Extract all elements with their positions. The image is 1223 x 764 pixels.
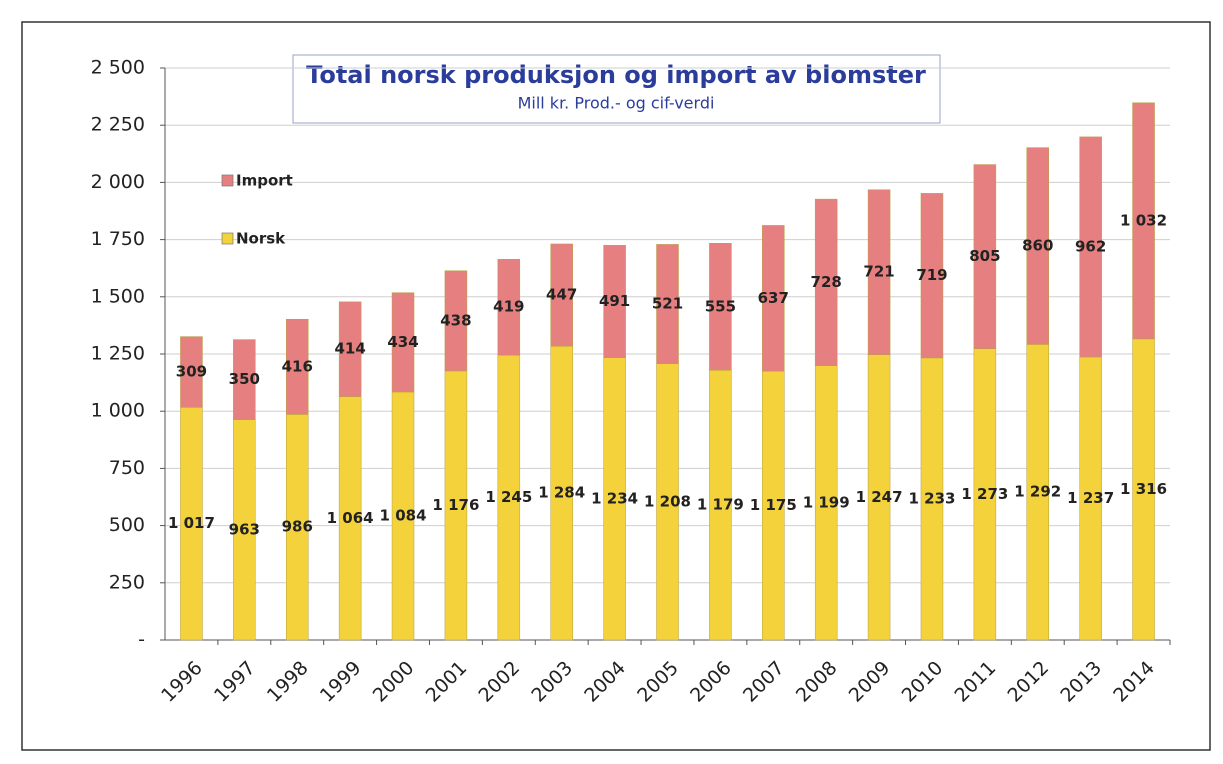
y-tick-label: 2 500 — [91, 57, 145, 79]
bar-segment — [1079, 136, 1102, 358]
legend-label: Import — [236, 172, 293, 190]
y-tick-label: 1 250 — [91, 343, 145, 365]
data-label: 637 — [758, 289, 789, 307]
bar-segment — [391, 292, 415, 393]
bar-segment — [814, 198, 838, 366]
data-label: 719 — [916, 266, 947, 284]
data-label: 1 199 — [803, 493, 850, 511]
data-label: 1 208 — [644, 492, 691, 510]
data-label: 1 292 — [1014, 483, 1061, 501]
data-label: 521 — [652, 295, 683, 313]
bar-segment — [656, 244, 679, 364]
data-label: 1 234 — [591, 489, 638, 507]
bar-segment — [603, 245, 626, 358]
data-label: 1 245 — [485, 488, 532, 506]
bar-segment — [285, 318, 309, 415]
data-label: 1 064 — [327, 509, 374, 527]
legend-swatch — [221, 174, 234, 187]
y-tick-label: 1 750 — [91, 228, 145, 250]
bar-segment — [444, 270, 468, 372]
data-label: 962 — [1075, 237, 1106, 255]
data-label: 1 179 — [697, 496, 744, 514]
y-tick-label: - — [138, 629, 145, 651]
y-tick-label: 750 — [109, 457, 145, 479]
data-label: 1 316 — [1120, 480, 1167, 498]
data-label: 1 237 — [1067, 489, 1114, 507]
chart-title: Total norsk produksjon og import av blom… — [306, 61, 926, 89]
data-label: 1 032 — [1120, 211, 1167, 229]
data-label: 309 — [176, 362, 207, 380]
data-label: 986 — [282, 518, 313, 536]
data-label: 721 — [863, 263, 894, 281]
bar-segment — [709, 243, 732, 371]
data-label: 447 — [546, 286, 577, 304]
bar-segment — [233, 339, 256, 420]
bar-segment — [550, 243, 573, 347]
y-tick-label: 1 500 — [91, 285, 145, 307]
data-label: 1 233 — [908, 489, 955, 507]
chart-subtitle: Mill kr. Prod.- og cif-verdi — [518, 94, 715, 113]
data-label: 860 — [1022, 237, 1053, 255]
data-label: 1 017 — [168, 514, 215, 532]
title-box — [292, 54, 941, 124]
bar-segment — [867, 189, 891, 355]
y-tick-label: 2 250 — [91, 114, 145, 136]
data-label: 1 175 — [750, 496, 797, 514]
bar-segment — [920, 193, 944, 359]
bar-segment — [973, 164, 997, 349]
y-tick-label: 500 — [109, 514, 145, 536]
data-label: 438 — [440, 311, 471, 329]
data-label: 416 — [282, 357, 313, 375]
data-label: 805 — [969, 247, 1000, 265]
data-label: 350 — [229, 370, 260, 388]
data-label: 728 — [811, 273, 842, 291]
legend-label: Norsk — [236, 230, 286, 248]
data-label: 1 284 — [538, 484, 585, 502]
bar-segment — [1026, 147, 1050, 345]
data-label: 1 176 — [432, 496, 479, 514]
data-label: 1 084 — [380, 506, 427, 524]
data-label: 419 — [493, 298, 524, 316]
y-tick-label: 2 000 — [91, 171, 145, 193]
y-tick-label: 1 000 — [91, 400, 145, 422]
data-label: 1 247 — [856, 488, 903, 506]
data-label: 434 — [387, 333, 418, 351]
legend-swatch — [221, 232, 234, 245]
y-tick-label: 250 — [109, 571, 145, 593]
bar-segment — [180, 336, 203, 408]
data-label: 1 273 — [961, 485, 1008, 503]
data-label: 414 — [334, 340, 365, 358]
bar-segment — [1132, 102, 1155, 340]
data-label: 963 — [229, 520, 260, 538]
data-label: 491 — [599, 292, 630, 310]
bar-segment — [338, 301, 362, 397]
bar-segment — [497, 259, 521, 356]
data-label: 555 — [705, 297, 736, 315]
bar-segment — [762, 225, 785, 372]
